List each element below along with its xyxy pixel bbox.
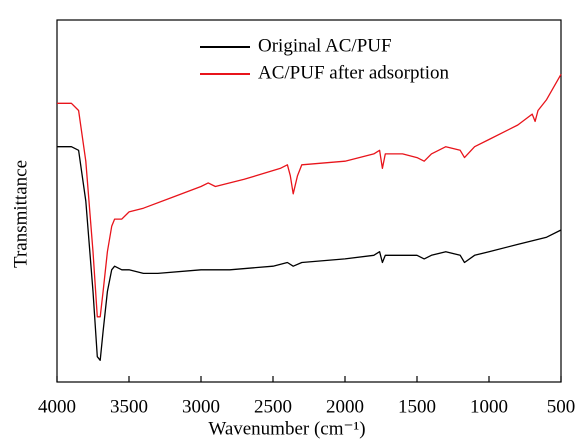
x-tick-label: 3000 bbox=[182, 396, 220, 417]
x-tick-label: 1500 bbox=[398, 396, 436, 417]
x-tick-label: 2000 bbox=[326, 396, 364, 417]
x-tick-label: 3500 bbox=[110, 396, 148, 417]
line bbox=[57, 73, 562, 318]
y-axis-label: Transmittance bbox=[10, 160, 31, 268]
x-tick-label: 500 bbox=[547, 396, 576, 417]
x-tick-label: 2500 bbox=[254, 396, 292, 417]
legend-label: Original AC/PUF bbox=[258, 35, 392, 56]
legend-label: AC/PUF after adsorption bbox=[258, 62, 450, 83]
plot-frame bbox=[56, 19, 562, 383]
line bbox=[57, 146, 562, 361]
x-tick-label: 4000 bbox=[38, 396, 76, 417]
x-tick-label: 1000 bbox=[470, 396, 508, 417]
x-axis-label: Wavenumber (cm⁻¹) bbox=[208, 418, 365, 439]
